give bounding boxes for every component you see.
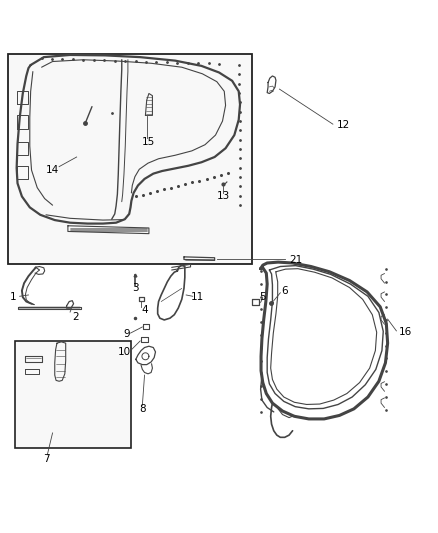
Text: 1: 1 bbox=[10, 292, 17, 302]
Text: 2: 2 bbox=[72, 312, 79, 322]
Text: 7: 7 bbox=[42, 454, 49, 464]
Text: 9: 9 bbox=[124, 329, 131, 340]
Text: 10: 10 bbox=[118, 347, 131, 357]
Bar bbox=[15, 341, 131, 448]
Text: 13: 13 bbox=[217, 191, 230, 201]
Bar bbox=[8, 54, 252, 264]
Text: 16: 16 bbox=[399, 327, 412, 337]
Text: 4: 4 bbox=[141, 305, 148, 316]
Text: 15: 15 bbox=[142, 136, 155, 147]
Text: 8: 8 bbox=[139, 404, 146, 414]
Text: 11: 11 bbox=[191, 292, 204, 302]
Text: 12: 12 bbox=[337, 120, 350, 131]
Text: 5: 5 bbox=[259, 292, 266, 302]
Text: 3: 3 bbox=[132, 284, 139, 293]
Text: 6: 6 bbox=[281, 286, 288, 296]
Text: 21: 21 bbox=[289, 255, 302, 265]
Text: 14: 14 bbox=[46, 165, 59, 175]
